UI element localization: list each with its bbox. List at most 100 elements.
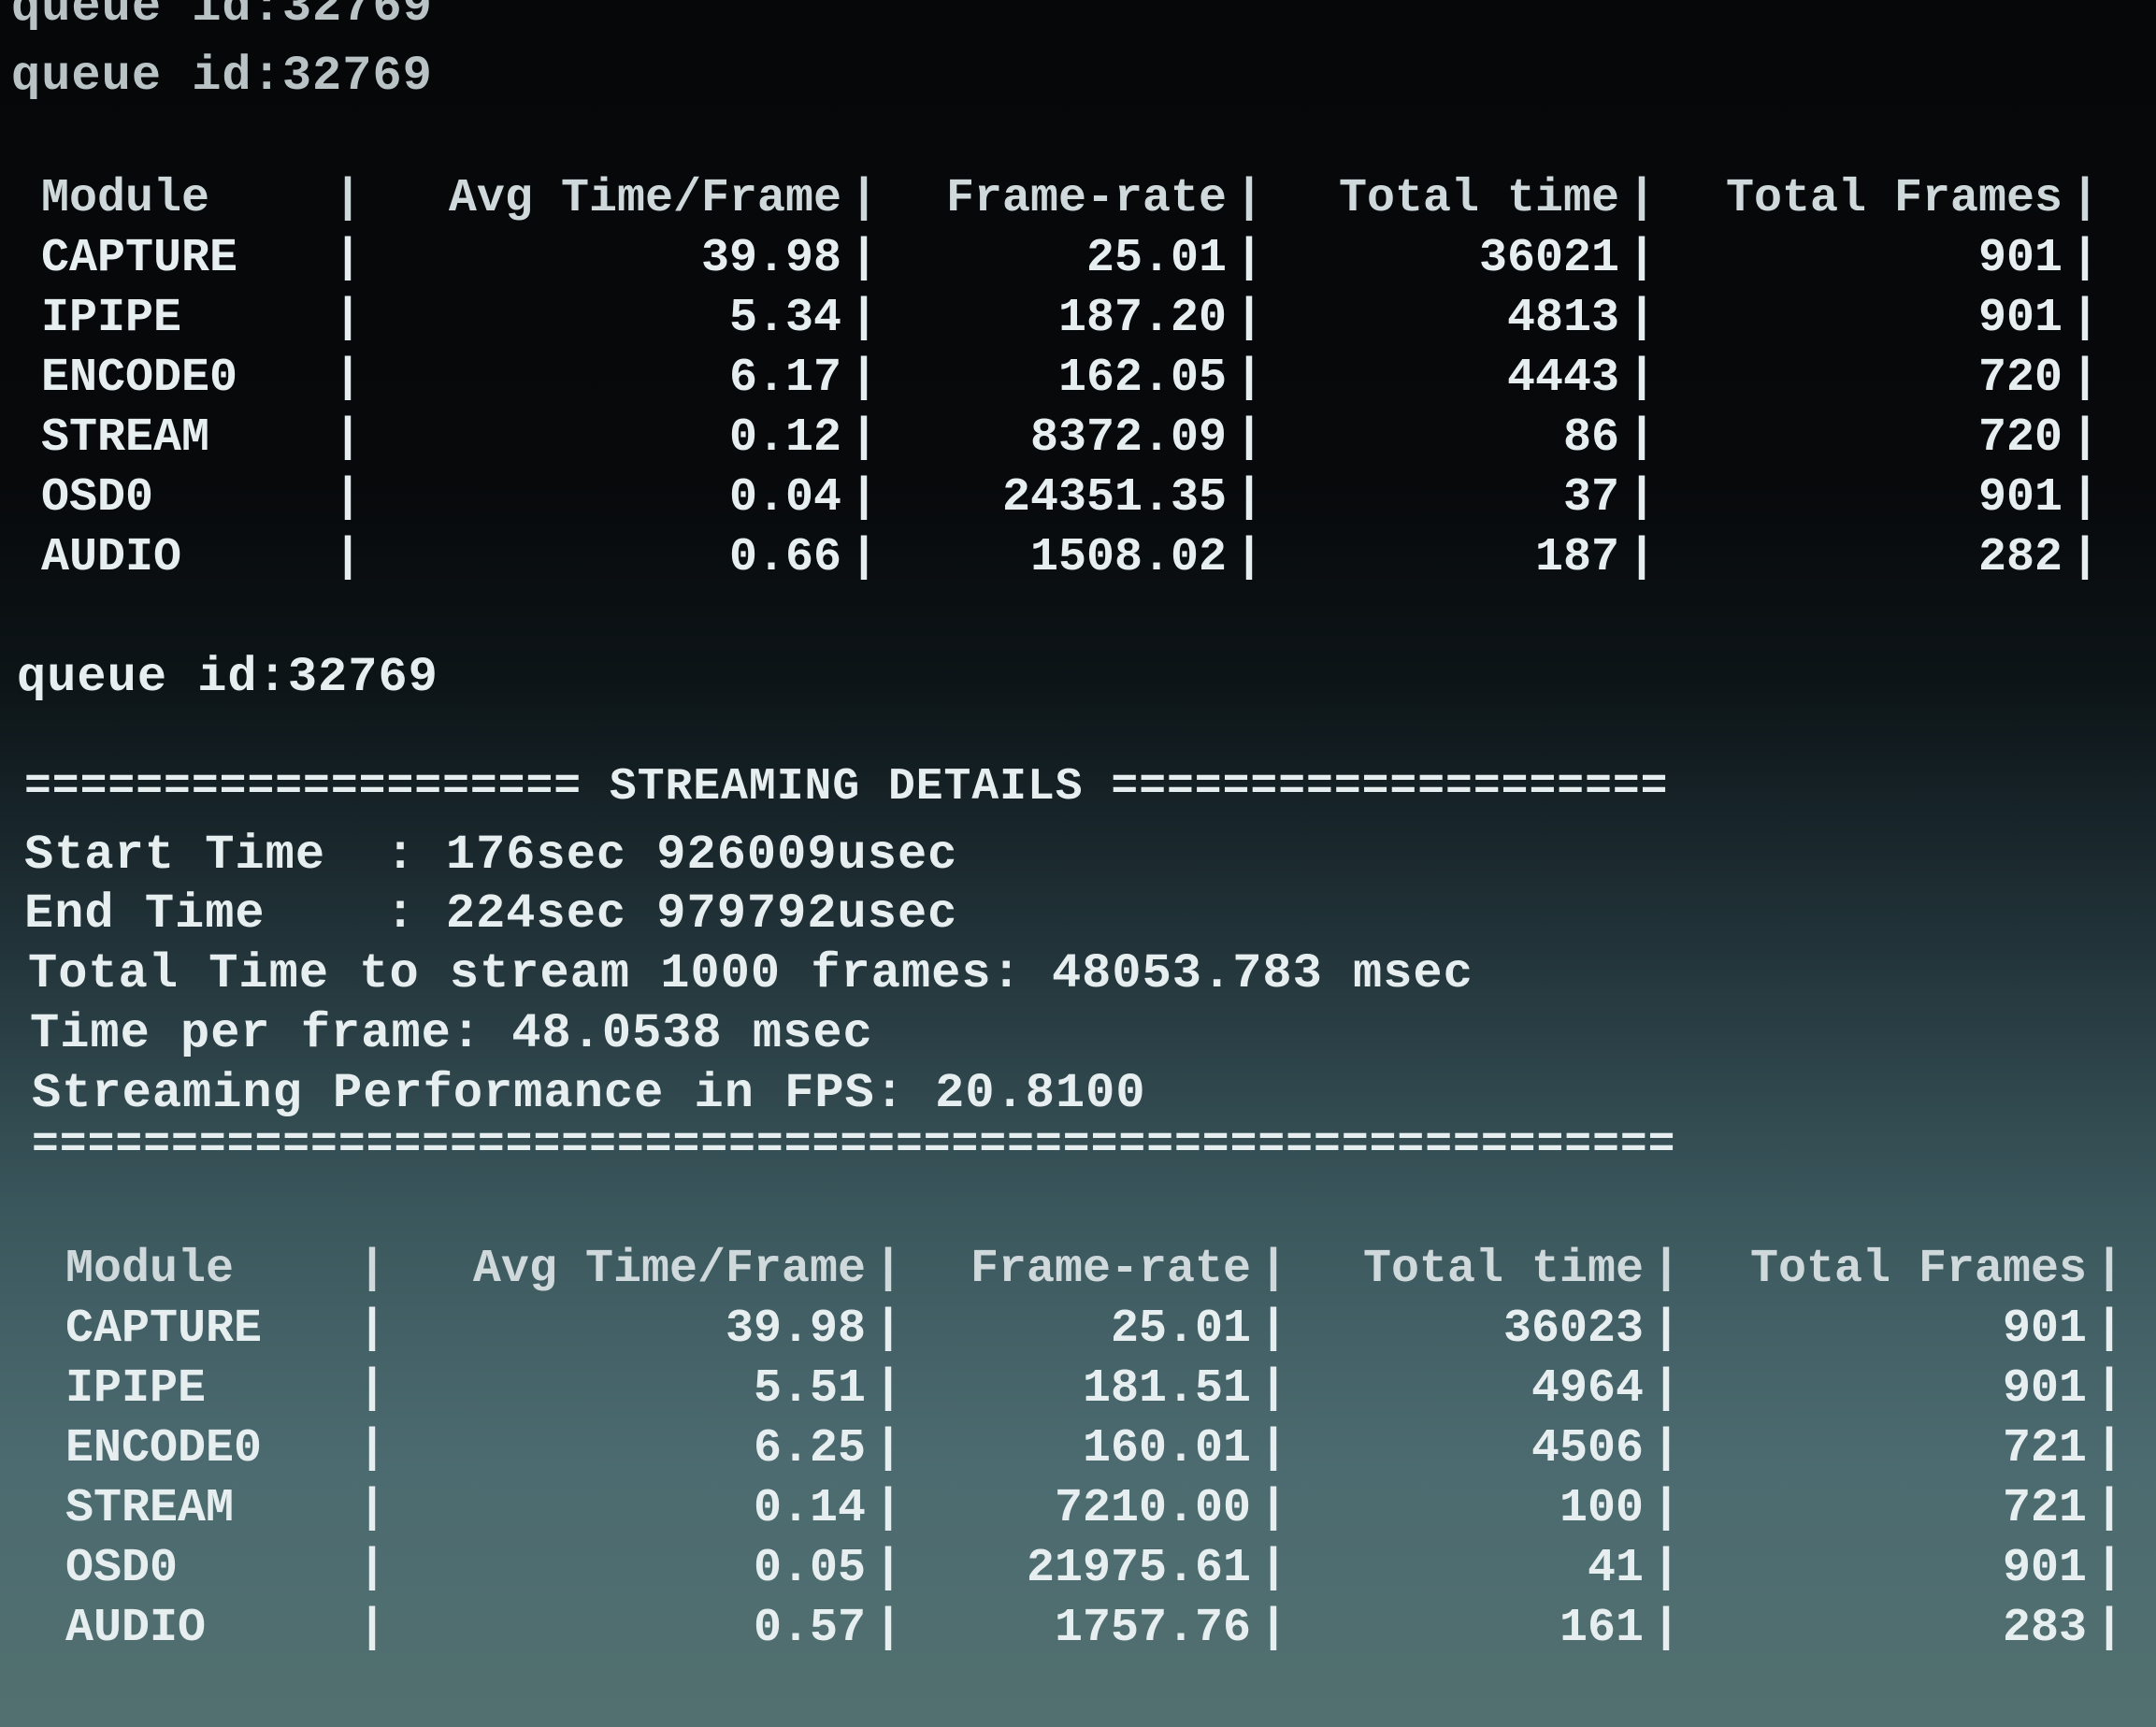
table-cell: 0.04 bbox=[728, 470, 841, 525]
column-divider: | bbox=[333, 231, 362, 285]
table-cell: 901 bbox=[2002, 1541, 2087, 1595]
table-header-row: Module | Avg Time/Frame | Frame-rate | Total t… bbox=[41, 168, 2102, 228]
table-row: OSD0 | 0.05 | 21975.61 | 41 | 901 | bbox=[65, 1538, 2126, 1598]
table-cell: CAPTURE bbox=[65, 1302, 263, 1356]
table-cell: 162.05 bbox=[1057, 351, 1227, 405]
table-cell: 37 bbox=[1562, 470, 1619, 525]
total-time: Total Time to stream 1000 frames: 48053.… bbox=[28, 946, 1473, 1001]
table-row: AUDIO | 0.57 | 1757.76 | 161 | 283 | bbox=[65, 1598, 2126, 1658]
column-divider: | bbox=[1234, 351, 1263, 405]
table-cell: IPIPE bbox=[41, 291, 182, 345]
table-cell: 901 bbox=[1977, 291, 2063, 345]
column-divider: | bbox=[873, 1421, 902, 1475]
table-cell: 160.01 bbox=[1082, 1421, 1251, 1475]
column-divider: | bbox=[873, 1541, 902, 1595]
column-divider: | bbox=[333, 470, 362, 525]
table-cell: 4813 bbox=[1506, 291, 1619, 345]
table-cell: 5.34 bbox=[728, 291, 841, 345]
column-divider: | bbox=[357, 1601, 386, 1655]
column-divider: | bbox=[333, 291, 362, 345]
streaming-details-header: ==================== STREAMING DETAILS =… bbox=[24, 762, 1669, 813]
table-cell: STREAM bbox=[41, 410, 210, 465]
column-divider: | bbox=[2070, 351, 2099, 405]
column-divider: | bbox=[333, 530, 362, 584]
table-row: IPIPE | 5.51 | 181.51 | 4964 | 901 | bbox=[65, 1359, 2126, 1418]
streaming-fps: Streaming Performance in FPS: 20.8100 bbox=[32, 1066, 1146, 1121]
column-divider: | bbox=[2070, 171, 2099, 225]
column-divider: | bbox=[873, 1601, 902, 1655]
column-divider: | bbox=[357, 1541, 386, 1595]
table-cell: 4506 bbox=[1531, 1421, 1644, 1475]
column-divider: | bbox=[1234, 171, 1263, 225]
table-cell: 36021 bbox=[1478, 231, 1619, 285]
column-header: Total time bbox=[1338, 171, 1619, 225]
column-divider: | bbox=[1258, 1601, 1287, 1655]
column-divider: | bbox=[1258, 1481, 1287, 1535]
column-divider: | bbox=[1651, 1421, 1680, 1475]
column-divider: | bbox=[1627, 410, 1656, 465]
column-divider: | bbox=[1258, 1302, 1287, 1356]
queue-id-line: queue id:32769 bbox=[11, 49, 433, 104]
queue-id-line: queue id:32769 bbox=[17, 650, 438, 705]
column-divider: | bbox=[1651, 1302, 1680, 1356]
column-header: Avg Time/Frame bbox=[448, 171, 841, 225]
streaming-details-footer: ========================================… bbox=[32, 1120, 1676, 1171]
table-cell: 4443 bbox=[1506, 351, 1619, 405]
column-divider: | bbox=[1651, 1481, 1680, 1535]
table-cell: ENCODE0 bbox=[65, 1421, 263, 1475]
column-divider: | bbox=[1234, 410, 1263, 465]
table-cell: OSD0 bbox=[65, 1541, 179, 1595]
column-divider: | bbox=[357, 1242, 386, 1296]
table-cell: 0.12 bbox=[728, 410, 841, 465]
module-stats-table-2: Module | Avg Time/Frame | Frame-rate | Total t… bbox=[65, 1239, 2126, 1658]
table-row: CAPTURE | 39.98 | 25.01 | 36023 | 901 | bbox=[65, 1299, 2126, 1359]
table-cell: 24351.35 bbox=[1001, 470, 1227, 525]
table-cell: 187 bbox=[1534, 530, 1619, 584]
column-divider: | bbox=[873, 1481, 902, 1535]
column-header: Total Frames bbox=[1749, 1242, 2087, 1296]
column-divider: | bbox=[2070, 231, 2099, 285]
column-divider: | bbox=[357, 1421, 386, 1475]
column-divider: | bbox=[2070, 470, 2099, 525]
table-cell: 0.57 bbox=[753, 1601, 866, 1655]
table-cell: 5.51 bbox=[753, 1361, 866, 1416]
table-cell: 39.98 bbox=[725, 1302, 866, 1356]
table-header-row: Module | Avg Time/Frame | Frame-rate | Total t… bbox=[65, 1239, 2126, 1299]
table-cell: 100 bbox=[1559, 1481, 1644, 1535]
table-cell: AUDIO bbox=[65, 1601, 207, 1655]
table-cell: 901 bbox=[1977, 231, 2063, 285]
column-header: Module bbox=[41, 171, 210, 225]
column-divider: | bbox=[357, 1361, 386, 1416]
table-cell: 181.51 bbox=[1082, 1361, 1251, 1416]
column-divider: | bbox=[2094, 1601, 2123, 1655]
column-divider: | bbox=[333, 351, 362, 405]
table-cell: 721 bbox=[2002, 1421, 2087, 1475]
column-divider: | bbox=[2070, 410, 2099, 465]
table-cell: 6.25 bbox=[753, 1421, 866, 1475]
column-header: Frame-rate bbox=[970, 1242, 1251, 1296]
start-time: Start Time : 176sec 926009usec bbox=[24, 828, 958, 883]
column-divider: | bbox=[849, 351, 878, 405]
table-cell: OSD0 bbox=[41, 470, 154, 525]
end-time: End Time : 224sec 979792usec bbox=[24, 886, 958, 942]
table-row: OSD0 | 0.04 | 24351.35 | 37 | 901 | bbox=[41, 468, 2102, 527]
column-divider: | bbox=[1234, 470, 1263, 525]
queue-id-line: queue id:32769 bbox=[11, 0, 433, 35]
column-divider: | bbox=[1627, 530, 1656, 584]
column-divider: | bbox=[1234, 530, 1263, 584]
table-cell: 4964 bbox=[1531, 1361, 1644, 1416]
column-divider: | bbox=[1234, 291, 1263, 345]
table-cell: 901 bbox=[1977, 470, 2063, 525]
column-divider: | bbox=[849, 530, 878, 584]
column-divider: | bbox=[333, 410, 362, 465]
column-divider: | bbox=[1258, 1541, 1287, 1595]
column-divider: | bbox=[849, 470, 878, 525]
column-divider: | bbox=[873, 1302, 902, 1356]
table-row: AUDIO | 0.66 | 1508.02 | 187 | 282 | bbox=[41, 527, 2102, 587]
table-cell: 25.01 bbox=[1110, 1302, 1251, 1356]
table-cell: STREAM bbox=[65, 1481, 235, 1535]
table-cell: 720 bbox=[1977, 410, 2063, 465]
table-cell: 21975.61 bbox=[1026, 1541, 1251, 1595]
column-divider: | bbox=[1651, 1361, 1680, 1416]
column-divider: | bbox=[1234, 231, 1263, 285]
